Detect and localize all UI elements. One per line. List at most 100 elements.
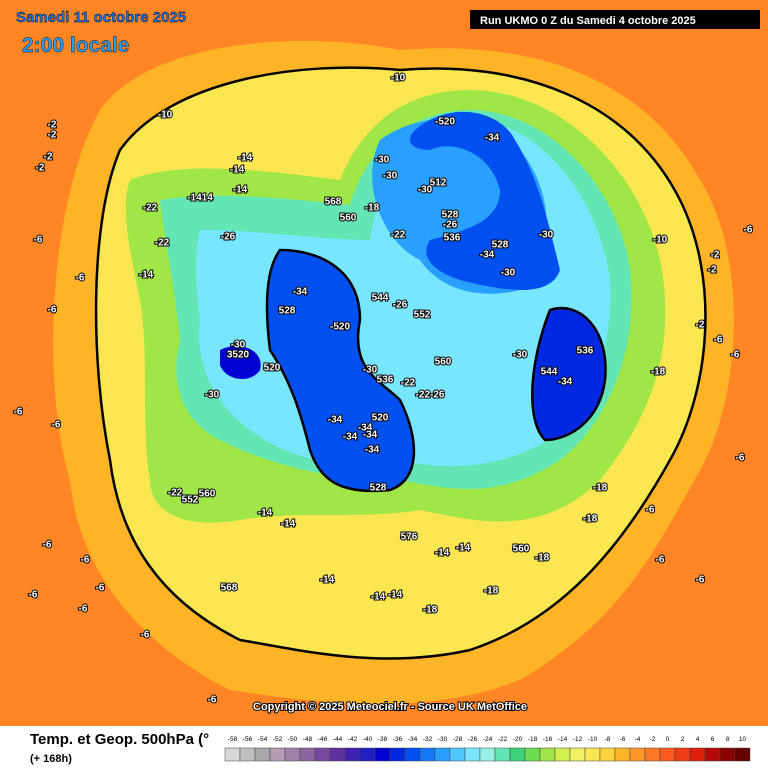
contour-label: 568 bbox=[325, 197, 342, 208]
colorbar-label: 2 bbox=[681, 736, 685, 743]
contour-label: 528 bbox=[370, 483, 387, 494]
colorbar-swatch bbox=[509, 747, 526, 762]
contour-label: -14 bbox=[238, 153, 253, 164]
colorbar-label: -40 bbox=[363, 736, 373, 743]
contour-label: -6 bbox=[696, 575, 705, 586]
contour-label: -14 bbox=[435, 548, 450, 559]
colorbar-label: -16 bbox=[543, 736, 553, 743]
contour-label: 552 bbox=[182, 495, 199, 506]
colorbar-label: -50 bbox=[288, 736, 298, 743]
colorbar-swatch bbox=[404, 747, 421, 762]
colorbar-label: -42 bbox=[348, 736, 358, 743]
colorbar-label: -14 bbox=[558, 736, 568, 743]
colorbar-swatch bbox=[584, 747, 601, 762]
contour-label: -30 bbox=[539, 230, 554, 241]
colorbar-label: 8 bbox=[726, 736, 730, 743]
colorbar-label: -46 bbox=[318, 736, 328, 743]
contour-label: -14 bbox=[456, 543, 471, 554]
run-box bbox=[470, 10, 760, 29]
colorbar-swatch bbox=[569, 747, 586, 762]
contour-label: -14 bbox=[371, 592, 386, 603]
colorbar-swatch bbox=[704, 747, 721, 762]
colorbar-swatch bbox=[524, 747, 541, 762]
contour-label: 520 bbox=[372, 413, 389, 424]
colorbar-label: -12 bbox=[573, 736, 583, 743]
colorbar-swatch bbox=[689, 747, 706, 762]
colorbar-label: -8 bbox=[605, 736, 611, 743]
contour-label: -2 bbox=[711, 250, 720, 261]
contour-label: -34 bbox=[328, 415, 343, 426]
colorbar-label: -34 bbox=[408, 736, 418, 743]
contour-label: -30 bbox=[501, 268, 516, 279]
colorbar-label: -6 bbox=[620, 736, 626, 743]
contour-label: -26 bbox=[443, 220, 458, 231]
contour-label: 560 bbox=[435, 357, 452, 368]
contour-label: -34 bbox=[343, 432, 358, 443]
colorbar-label: -4 bbox=[635, 736, 641, 743]
colorbar-label: -44 bbox=[333, 736, 343, 743]
contour-label: -10 bbox=[158, 110, 173, 121]
contour-label: 528 bbox=[442, 210, 459, 221]
colorbar-swatch bbox=[374, 747, 391, 762]
contour-label: -22 bbox=[391, 230, 406, 241]
contour-label: -6 bbox=[81, 555, 90, 566]
colorbar-swatch bbox=[329, 747, 346, 762]
colorbar-swatch bbox=[614, 747, 631, 762]
colorbar-label: 6 bbox=[711, 736, 715, 743]
colorbar-swatch bbox=[449, 747, 466, 762]
colorbar-label: -58 bbox=[228, 736, 238, 743]
contour-label: -1414 bbox=[187, 193, 213, 204]
contour-label: -6 bbox=[736, 453, 745, 464]
contour-label: -6 bbox=[731, 350, 740, 361]
contour-label: -30 bbox=[363, 365, 378, 376]
contour-label: -6 bbox=[43, 540, 52, 551]
colorbar-swatch bbox=[344, 747, 361, 762]
contour-label: -14 bbox=[230, 165, 245, 176]
contour-label: -6 bbox=[714, 335, 723, 346]
contour-label: 576 bbox=[401, 532, 418, 543]
colorbar-swatch bbox=[644, 747, 661, 762]
colorbar-label: -52 bbox=[273, 736, 283, 743]
colorbar-label: -54 bbox=[258, 736, 268, 743]
contour-label: -34 bbox=[365, 445, 380, 456]
contour-label: 520 bbox=[264, 363, 281, 374]
contour-label: -18 bbox=[651, 367, 666, 378]
contour-label: -6 bbox=[208, 695, 217, 706]
colorbar-swatch bbox=[479, 747, 496, 762]
contour-label: -10 bbox=[391, 73, 406, 84]
colorbar-swatch bbox=[554, 747, 571, 762]
contour-label: 544 bbox=[541, 367, 558, 378]
colorbar-swatch bbox=[359, 747, 376, 762]
legend-lead: (+ 168h) bbox=[30, 753, 72, 765]
colorbar-swatch bbox=[659, 747, 676, 762]
contour-label: 528 bbox=[492, 240, 509, 251]
contour-label: -22 bbox=[155, 238, 170, 249]
contour-label: 512 bbox=[430, 178, 447, 189]
map-labels: -10-10-14-14-14-1414-22-22-26-14568560-1… bbox=[13, 72, 754, 707]
contour-label: -6 bbox=[34, 235, 43, 246]
colorbar-swatch bbox=[269, 747, 286, 762]
colorbar-swatch bbox=[239, 747, 256, 762]
contour-label: -34 bbox=[363, 430, 378, 441]
contour-label: -14 bbox=[258, 508, 273, 519]
contour-label: 560 bbox=[199, 489, 216, 500]
colorbar-swatch bbox=[464, 747, 481, 762]
contour-label: -14 bbox=[320, 575, 335, 586]
contour-label: -2 bbox=[36, 163, 45, 174]
contour-label: -30 bbox=[418, 185, 433, 196]
contour-label: -6 bbox=[744, 225, 753, 236]
colorbar-label: -24 bbox=[483, 736, 493, 743]
contour-label: -22 bbox=[143, 203, 158, 214]
contour-label: -14 bbox=[388, 590, 403, 601]
colorbar-label: -10 bbox=[588, 736, 598, 743]
colorbar-swatch bbox=[254, 747, 271, 762]
contour-label: -34 bbox=[558, 377, 573, 388]
contour-label: -18 bbox=[593, 483, 608, 494]
colorbar-label: 10 bbox=[739, 736, 747, 743]
contour-label: -18 bbox=[484, 586, 499, 597]
contour-label: -30 bbox=[231, 340, 246, 351]
contour-label: -18 bbox=[365, 203, 380, 214]
colorbar-label: -28 bbox=[453, 736, 463, 743]
colorbar-label: -30 bbox=[438, 736, 448, 743]
colorbar-label: 4 bbox=[696, 736, 700, 743]
